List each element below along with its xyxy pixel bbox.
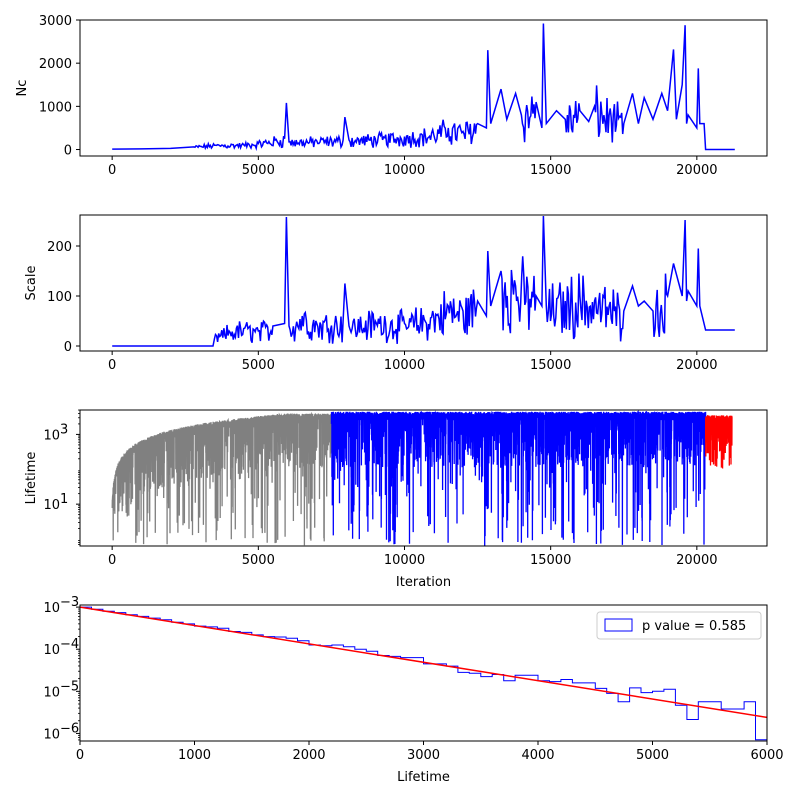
y-axis-label: Lifetime	[24, 452, 39, 505]
y-tick-label: 1000	[39, 100, 72, 115]
y-tick-exponent: −3	[60, 595, 79, 610]
series-line-1	[112, 23, 735, 152]
x-tick-label: 10000	[384, 553, 425, 568]
x-tick-label: 2000	[292, 748, 325, 763]
x-tick-label: 5000	[636, 748, 669, 763]
x-tick-label: 4000	[521, 748, 554, 763]
y-axis-label: Scale	[24, 266, 39, 301]
x-tick-label: 0	[76, 748, 84, 763]
x-tick-label: 0	[108, 163, 116, 178]
plot-area	[111, 410, 733, 546]
lifetime-trace-1	[111, 411, 333, 546]
x-tick-label: 1000	[178, 748, 211, 763]
y-tick-exponent: −4	[60, 637, 79, 652]
x-tick-label: 15000	[530, 358, 571, 373]
y-axis-label: Nc	[15, 80, 30, 97]
y-tick-label: 3000	[39, 14, 72, 29]
x-tick-label: 5000	[242, 553, 275, 568]
fit-line	[80, 606, 767, 719]
axes-frame	[79, 409, 768, 547]
y-tick-label: 0	[64, 144, 72, 159]
x-tick-label: 20000	[676, 358, 717, 373]
legend-box	[596, 611, 762, 640]
x-axis-label: Iteration	[396, 575, 451, 590]
x-axis-label: Lifetime	[397, 770, 450, 785]
y-tick-exponent: −6	[60, 721, 79, 736]
axes-frame	[79, 19, 768, 157]
axes-frame	[79, 214, 768, 352]
subplot-2: 0 5000 10000 15000 20000 0 100 200 Scale	[24, 214, 768, 373]
legend-label: p value = 0.585	[642, 619, 746, 634]
x-tick-label: 6000	[750, 748, 783, 763]
y-tick-label: 100	[47, 290, 72, 305]
legend-swatch	[604, 618, 633, 632]
series-line-1	[112, 215, 735, 347]
x-tick-label: 3000	[407, 748, 440, 763]
y-tick-label: 10	[43, 428, 60, 443]
x-tick-label: 15000	[530, 553, 571, 568]
y-tick-exponent: −5	[60, 679, 79, 694]
lifetime-trace-3	[704, 415, 733, 469]
y-tick-label: 10	[43, 601, 60, 616]
y-tick-label: 200	[47, 240, 72, 255]
x-tick-label: 15000	[530, 163, 571, 178]
x-tick-label: 0	[108, 358, 116, 373]
x-tick-label: 5000	[242, 163, 275, 178]
x-tick-label: 10000	[384, 358, 425, 373]
x-tick-label: 20000	[676, 163, 717, 178]
x-tick-label: 0	[108, 553, 116, 568]
legend: p value = 0.585	[596, 611, 762, 640]
y-tick-label: 0	[64, 340, 72, 355]
y-tick-label: 10	[43, 643, 60, 658]
lifetime-trace-2	[330, 410, 707, 546]
y-tick-exponent: 3	[60, 422, 68, 437]
y-tick-exponent: 1	[60, 492, 68, 507]
subplot-1: 0 5000 10000 15000 20000 0 1000 2000 3000 Nc	[15, 14, 768, 178]
x-tick-label: 20000	[676, 553, 717, 568]
y-tick-label: 10	[43, 727, 60, 742]
x-tick-label: 5000	[242, 358, 275, 373]
y-tick-label: 2000	[39, 57, 72, 72]
plot-area	[80, 606, 767, 741]
x-tick-label: 10000	[384, 163, 425, 178]
y-tick-label: 10	[43, 498, 60, 513]
plot-area	[112, 23, 735, 152]
y-tick-label: 10	[43, 685, 60, 700]
plot-area	[112, 215, 735, 347]
